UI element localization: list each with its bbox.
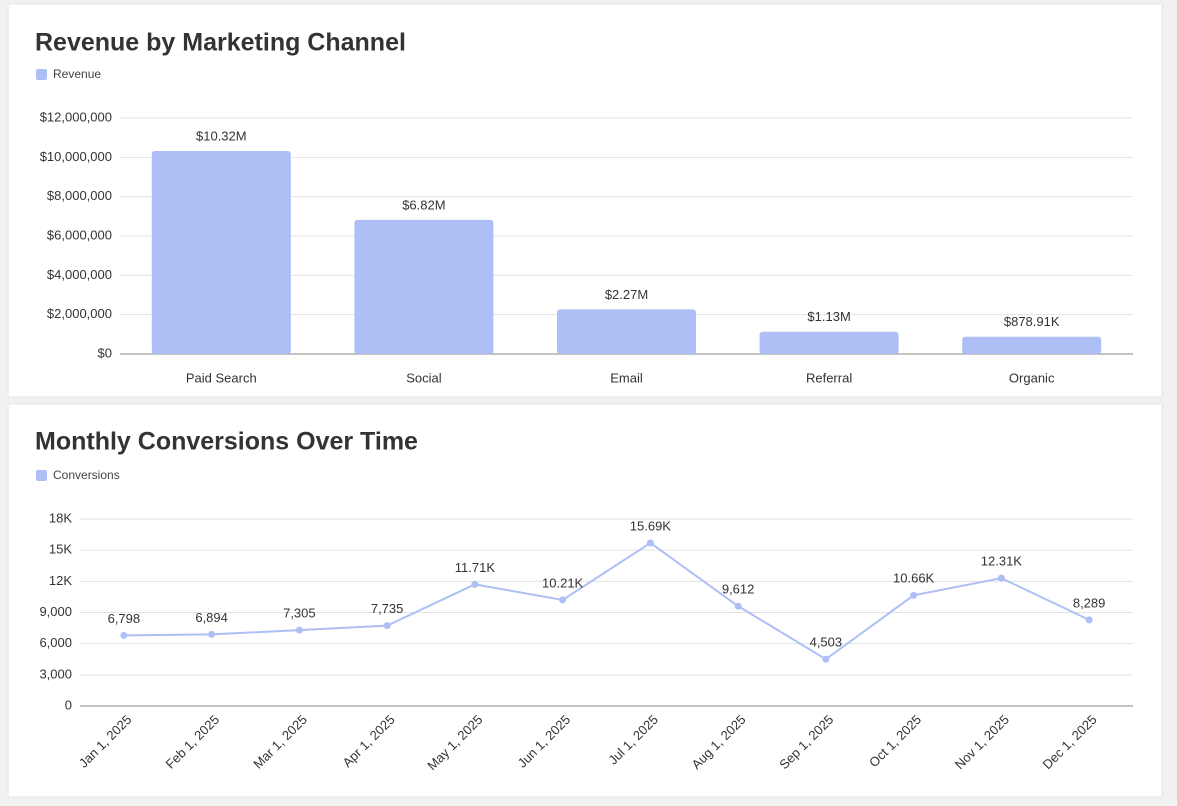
value-label: $2.27M	[605, 287, 648, 302]
y-tick-label: $8,000,000	[47, 188, 112, 203]
legend-swatch	[36, 470, 47, 481]
point	[471, 580, 479, 588]
value-label: 6,894	[195, 610, 228, 625]
point	[1085, 616, 1093, 624]
point	[120, 631, 128, 639]
x-tick-label: Organic	[1009, 370, 1055, 385]
value-label: 11.71K	[455, 560, 496, 575]
point	[295, 626, 303, 634]
legend-swatch	[36, 69, 47, 80]
value-label: 10.66K	[893, 571, 935, 586]
bar	[557, 309, 696, 354]
y-tick-label: $12,000,000	[40, 109, 112, 124]
y-tick-label: 15K	[49, 542, 72, 557]
point	[383, 622, 391, 630]
chart-title: Revenue by Marketing Channel	[35, 29, 406, 57]
y-tick-label: 12K	[49, 573, 72, 588]
y-tick-label: $4,000,000	[47, 267, 112, 282]
value-label: 7,305	[283, 606, 316, 621]
y-tick-label: 9,000	[39, 604, 72, 619]
y-tick-label: $6,000,000	[47, 227, 112, 242]
legend-label: Revenue	[53, 67, 101, 81]
value-label: 12.31K	[981, 554, 1023, 569]
x-tick-label: Referral	[806, 370, 852, 385]
x-tick-label: Social	[406, 370, 442, 385]
y-tick-label: $10,000,000	[40, 149, 112, 164]
point	[997, 574, 1005, 582]
value-label: $6.82M	[402, 197, 445, 212]
bar	[962, 336, 1102, 354]
x-tick-label: Paid Search	[186, 370, 257, 385]
point	[910, 591, 918, 599]
value-label: 15.69K	[630, 518, 672, 533]
legend-label: Conversions	[53, 468, 120, 482]
bar	[354, 219, 494, 354]
point	[559, 596, 567, 604]
y-tick-label: $2,000,000	[47, 306, 112, 321]
value-label: $1.13M	[807, 309, 850, 324]
value-label: $10.32M	[196, 128, 247, 143]
y-tick-label: $0	[98, 345, 112, 360]
chart-title: Monthly Conversions Over Time	[35, 428, 418, 456]
value-label: $878.91K	[1004, 314, 1060, 329]
point	[822, 655, 830, 663]
value-label: 7,735	[371, 601, 404, 616]
value-label: 4,503	[810, 635, 843, 650]
value-label: 6,798	[108, 611, 141, 626]
y-tick-label: 0	[65, 697, 72, 712]
x-tick-label: Email	[610, 370, 643, 385]
point	[646, 539, 654, 547]
card	[7, 403, 1163, 798]
bar	[759, 331, 899, 354]
y-tick-label: 3,000	[39, 666, 72, 681]
value-label: 9,612	[722, 582, 755, 597]
y-tick-label: 18K	[49, 510, 72, 525]
value-label: 10.21K	[542, 575, 584, 590]
point	[734, 602, 742, 610]
point	[208, 630, 216, 638]
line	[123, 541, 1090, 661]
y-tick-label: 6,000	[39, 635, 72, 650]
value-label: 8,289	[1073, 595, 1106, 610]
bar	[151, 151, 291, 354]
